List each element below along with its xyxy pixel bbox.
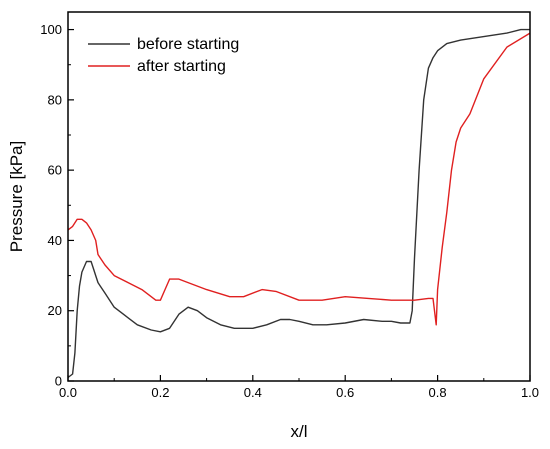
x-tick-label: 0.4 [244,385,262,400]
x-tick-label: 0.6 [336,385,354,400]
series-layer [67,28,531,379]
axis-ticks [67,28,531,382]
legend-label-before-starting: before starting [137,36,239,53]
y-tick-label: 40 [48,233,62,248]
axis-tick-labels: 0.0 0.2 0.4 0.6 0.8 1.0 0 20 40 60 80 100 [40,22,539,400]
series-line-before-starting [67,28,530,379]
y-tick-label: 20 [48,303,62,318]
y-tick-label: 0 [55,374,62,389]
y-tick-label: 80 [48,92,62,107]
x-axis-label: x/l [291,422,308,441]
y-axis-label: Pressure [kPa] [7,141,26,253]
x-tick-label: 0.2 [151,385,169,400]
x-tick-label: 1.0 [521,385,539,400]
x-tick-label: 0.0 [59,385,77,400]
legend: before starting after starting [88,36,239,75]
x-tick-label: 0.8 [429,385,447,400]
y-tick-label: 60 [48,163,62,178]
series-line-after-starting [67,32,531,326]
legend-label-after-starting: after starting [137,58,226,75]
y-tick-label: 100 [40,22,62,37]
